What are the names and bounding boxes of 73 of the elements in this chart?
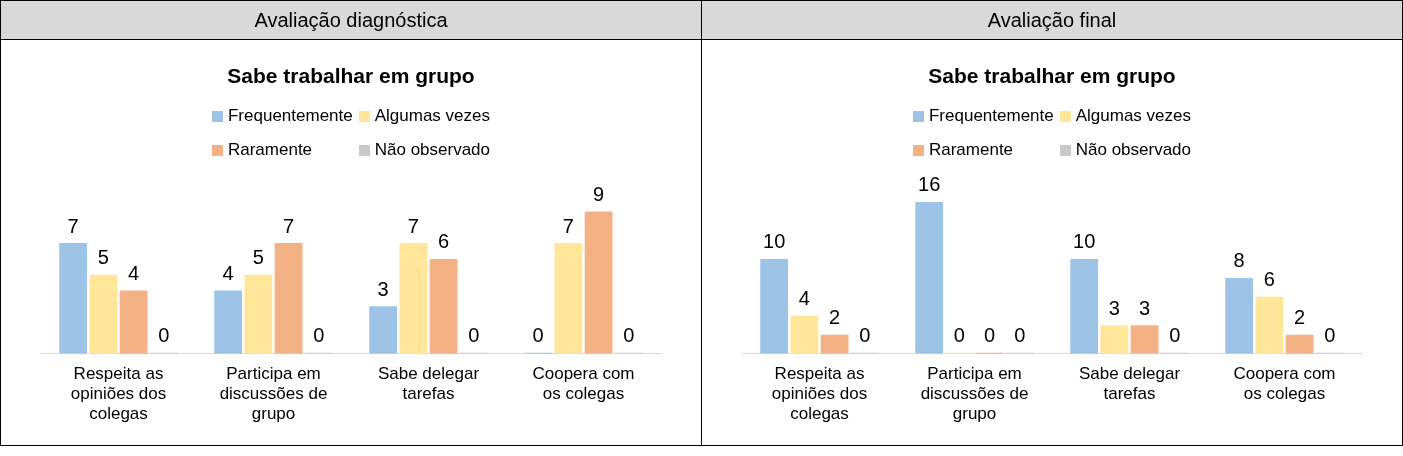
data-label: 7 <box>283 214 295 237</box>
bar <box>89 274 118 354</box>
data-label: 7 <box>562 214 574 237</box>
data-label: 6 <box>1263 268 1275 291</box>
bar <box>1225 277 1254 354</box>
data-label: 5 <box>252 246 264 269</box>
bar <box>1070 258 1099 354</box>
data-label: 16 <box>918 173 941 196</box>
chart-subtitle: Sabe trabalhar em grupo <box>927 64 1177 89</box>
legend-label: Frequentemente <box>227 106 353 126</box>
legend-label: Frequentemente <box>928 106 1054 126</box>
data-label: 0 <box>1169 324 1181 347</box>
data-label: 3 <box>1139 296 1151 319</box>
data-label: 4 <box>222 262 234 285</box>
data-label: 0 <box>313 324 325 347</box>
bar <box>369 306 398 354</box>
data-label: 0 <box>623 324 635 347</box>
data-label: 0 <box>1014 324 1026 347</box>
bar <box>1255 296 1284 354</box>
data-label: 0 <box>1324 324 1336 347</box>
data-label: 4 <box>128 262 140 285</box>
x-tick-label: Coopera com os colegas <box>532 363 635 404</box>
data-label: 6 <box>438 230 450 253</box>
data-label: 3 <box>377 277 389 300</box>
x-tick-label: Sabe delegar tarefas <box>1078 363 1181 404</box>
data-label: 0 <box>953 324 965 347</box>
data-label: 8 <box>1233 249 1245 272</box>
bar <box>59 243 88 354</box>
legend-label: Não observado <box>1075 140 1192 160</box>
bar <box>554 243 583 354</box>
data-label: 4 <box>798 287 810 310</box>
data-label: 7 <box>67 214 79 237</box>
legend-label: Algumas vezes <box>374 106 490 126</box>
data-label: 3 <box>1108 296 1120 319</box>
bar <box>1130 325 1159 354</box>
data-label: 10 <box>1073 230 1096 253</box>
legend-label: Raramente <box>928 140 1014 160</box>
x-tick-label: Sabe delegar tarefas <box>377 363 480 404</box>
bar <box>274 243 303 354</box>
bar <box>1285 334 1314 354</box>
x-tick-label: Respeita as opiniões dos colegas <box>70 363 167 424</box>
data-label: 10 <box>763 230 786 253</box>
data-label: 5 <box>97 246 109 269</box>
bar <box>915 201 944 354</box>
data-label: 0 <box>859 324 871 347</box>
data-label: 7 <box>407 214 419 237</box>
legend-label: Raramente <box>227 140 313 160</box>
data-label: 0 <box>468 324 480 347</box>
bar <box>790 315 819 354</box>
legend-label: Algumas vezes <box>1075 106 1191 126</box>
bar <box>214 290 243 354</box>
data-label: 2 <box>1294 306 1306 329</box>
bar <box>820 334 849 354</box>
data-label: 0 <box>158 324 170 347</box>
data-label: 0 <box>984 324 996 347</box>
x-tick-label: Respeita as opiniões dos colegas <box>771 363 868 424</box>
bar <box>584 211 613 354</box>
x-tick-label: Participa em discussões de grupo <box>219 363 328 424</box>
x-tick-label: Participa em discussões de grupo <box>920 363 1029 424</box>
bar <box>244 274 273 354</box>
data-label: 0 <box>532 324 544 347</box>
legend-label: Não observado <box>374 140 491 160</box>
chart-title: Avaliação diagnóstica <box>1 1 701 40</box>
x-tick-label: Coopera com os colegas <box>1233 363 1336 404</box>
data-label: 9 <box>593 182 605 205</box>
chart-subtitle: Sabe trabalhar em grupo <box>226 64 476 89</box>
data-label: 2 <box>829 306 841 329</box>
bar <box>760 258 789 354</box>
bar <box>429 258 458 354</box>
bar <box>119 290 148 354</box>
chart-title: Avaliação final <box>702 1 1402 40</box>
bar <box>1100 325 1129 354</box>
bar <box>399 243 428 354</box>
